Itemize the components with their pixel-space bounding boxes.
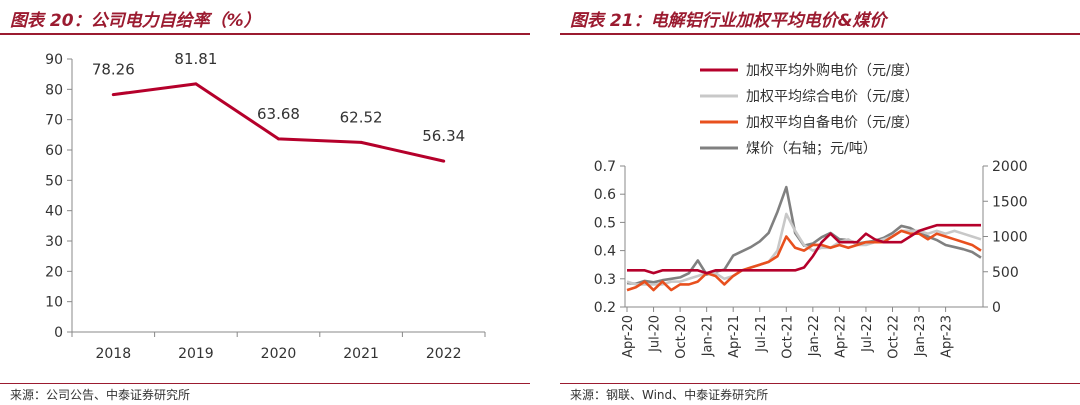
right-x-tick-label: Apr-20 bbox=[621, 315, 636, 358]
right-right-y-tick-label: 1500 bbox=[992, 194, 1028, 210]
right-x-tick-label: Oct-22 bbox=[887, 315, 902, 359]
right-x-tick-label: Oct-21 bbox=[780, 315, 795, 359]
right-legend-label: 加权平均自备电价（元/度） bbox=[746, 114, 919, 131]
left-data-point bbox=[442, 159, 446, 163]
left-y-tick-label: 60 bbox=[45, 143, 63, 159]
right-right-y-tick-label: 500 bbox=[992, 265, 1019, 281]
right-x-tick-label: Jul-20 bbox=[648, 315, 663, 353]
right-x-tick-label: Jan-21 bbox=[701, 315, 716, 357]
right-legend-label: 加权平均综合电价（元/度） bbox=[746, 89, 919, 105]
left-y-tick-label: 50 bbox=[45, 173, 63, 189]
left-source-rule bbox=[0, 383, 530, 384]
left-data-label: 81.81 bbox=[174, 50, 217, 68]
right-left-y-tick-label: 0.7 bbox=[594, 159, 616, 175]
right-left-y-tick-label: 0.2 bbox=[594, 300, 616, 316]
left-y-tick-label: 90 bbox=[45, 52, 63, 68]
left-data-point bbox=[194, 82, 198, 86]
left-line-chart: 0 10 20 30 40 50 60 70 80 90 2018 2019 2020 2021 2022 7… bbox=[45, 50, 486, 362]
left-chart-title: 图表 20：公司电力自给率（%） bbox=[10, 11, 261, 31]
right-x-tick-label: Oct-20 bbox=[674, 315, 689, 359]
right-source-note: 来源：钢联、Wind、中泰证券研究所 bbox=[570, 388, 769, 402]
right-chart-panel: 图表 21：电解铝行业加权平均电价&煤价 0.2 0.3 0.4 0.5 0.6 0.7 0… bbox=[560, 0, 1080, 405]
left-y-tick-label: 70 bbox=[45, 113, 63, 129]
right-x-tick-label: Jan-22 bbox=[807, 315, 822, 357]
left-x-tick-label: 2022 bbox=[426, 346, 462, 362]
right-x-tick-label: Jul-21 bbox=[754, 315, 769, 353]
right-left-y-tick-label: 0.5 bbox=[594, 215, 616, 231]
right-legend-label: 煤价（右轴；元/吨） bbox=[746, 141, 877, 157]
left-data-point bbox=[277, 137, 280, 141]
right-left-y-tick-label: 0.3 bbox=[594, 272, 616, 288]
left-title-rule bbox=[0, 33, 530, 35]
left-x-tick-label: 2019 bbox=[178, 346, 214, 362]
left-y-tick-label: 20 bbox=[45, 264, 63, 280]
right-series-line-2 bbox=[626, 229, 982, 292]
left-x-tick-label: 2018 bbox=[95, 346, 131, 362]
right-x-tick-label: Jul-22 bbox=[860, 315, 875, 353]
left-data-label: 62.52 bbox=[340, 108, 383, 126]
right-x-tick-label: Apr-22 bbox=[833, 315, 848, 358]
right-legend-label: 加权平均外购电价（元/度） bbox=[746, 63, 919, 79]
left-source-note: 来源：公司公告、中泰证券研究所 bbox=[10, 388, 191, 402]
right-title-rule bbox=[560, 33, 1080, 35]
right-x-tick-label: Apr-21 bbox=[727, 315, 742, 358]
right-source-rule bbox=[560, 383, 1080, 384]
left-y-tick-label: 30 bbox=[45, 234, 63, 250]
right-x-tick-label: Apr-23 bbox=[940, 315, 955, 358]
left-chart-panel: 图表 20：公司电力自给率（%） 0 10 20 30 40 50 60 70 80 90 2018… bbox=[0, 0, 530, 405]
left-y-tick-label: 80 bbox=[45, 82, 63, 98]
right-series-line-1 bbox=[626, 212, 982, 286]
right-chart-title: 图表 21：电解铝行业加权平均电价&煤价 bbox=[570, 11, 887, 31]
left-x-tick-label: 2020 bbox=[261, 346, 297, 362]
left-x-tick-label: 2021 bbox=[343, 346, 379, 362]
left-y-tick-label: 10 bbox=[45, 295, 63, 311]
left-data-label: 63.68 bbox=[257, 105, 300, 123]
left-data-point bbox=[111, 93, 115, 97]
right-line-chart: 0.2 0.3 0.4 0.5 0.6 0.7 0 500 1000 1500 2000 Apr-20… bbox=[594, 63, 1028, 359]
right-right-y-tick-label: 0 bbox=[992, 300, 1001, 316]
right-left-y-tick-label: 0.6 bbox=[594, 187, 616, 203]
left-y-tick-label: 40 bbox=[45, 204, 63, 220]
left-y-tick-label: 0 bbox=[54, 325, 63, 341]
left-data-point bbox=[359, 140, 363, 144]
right-right-y-tick-label: 1000 bbox=[992, 230, 1028, 246]
right-left-y-tick-label: 0.4 bbox=[594, 244, 616, 260]
right-right-y-tick-label: 2000 bbox=[992, 159, 1028, 175]
right-series-line-0 bbox=[627, 223, 981, 275]
left-data-label: 78.26 bbox=[92, 61, 135, 79]
right-x-tick-label: Jan-23 bbox=[913, 315, 928, 357]
left-data-label: 56.34 bbox=[422, 127, 465, 145]
